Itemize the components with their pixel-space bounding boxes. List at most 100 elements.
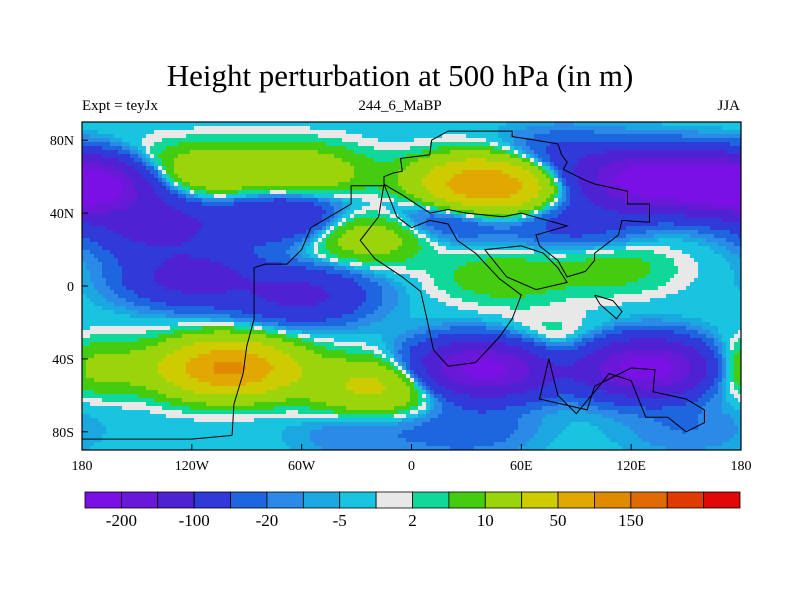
field-cell bbox=[562, 198, 567, 203]
field-cell bbox=[570, 146, 575, 151]
field-cell bbox=[206, 122, 211, 127]
field-cell bbox=[626, 198, 631, 203]
field-cell bbox=[334, 190, 339, 195]
field-cell bbox=[670, 130, 675, 135]
field-cell bbox=[690, 162, 695, 167]
field-cell bbox=[110, 166, 115, 171]
field-cell bbox=[374, 130, 379, 135]
field-cell bbox=[590, 194, 595, 199]
field-cell bbox=[674, 138, 679, 143]
field-cell bbox=[714, 162, 719, 167]
field-cell bbox=[366, 234, 371, 239]
field-cell bbox=[106, 146, 111, 151]
field-cell bbox=[254, 142, 259, 147]
field-cell bbox=[166, 122, 171, 127]
field-cell bbox=[474, 138, 479, 143]
field-cell bbox=[702, 222, 707, 227]
field-cell bbox=[646, 182, 651, 187]
field-cell bbox=[174, 202, 179, 207]
field-cell bbox=[222, 146, 227, 151]
field-cell bbox=[570, 238, 575, 243]
field-cell bbox=[98, 218, 103, 223]
field-cell bbox=[538, 214, 543, 219]
field-cell bbox=[294, 142, 299, 147]
field-cell bbox=[202, 130, 207, 135]
field-cell bbox=[142, 158, 147, 163]
field-cell bbox=[394, 210, 399, 215]
field-cell bbox=[594, 126, 599, 131]
field-cell bbox=[702, 230, 707, 235]
field-cell bbox=[278, 210, 283, 215]
field-cell bbox=[710, 142, 715, 147]
field-cell bbox=[170, 122, 175, 127]
field-cell bbox=[686, 230, 691, 235]
field-cell bbox=[278, 138, 283, 143]
field-cell bbox=[262, 190, 267, 195]
field-cell bbox=[354, 150, 359, 155]
field-cell bbox=[434, 194, 439, 199]
field-cell bbox=[214, 214, 219, 219]
field-cell bbox=[526, 234, 531, 239]
field-cell bbox=[638, 194, 643, 199]
field-cell bbox=[722, 142, 727, 147]
field-cell bbox=[182, 154, 187, 159]
field-cell bbox=[530, 138, 535, 143]
field-cell bbox=[414, 210, 419, 215]
field-cell bbox=[634, 174, 639, 179]
field-cell bbox=[94, 122, 99, 127]
field-cell bbox=[446, 182, 451, 187]
field-cell bbox=[162, 166, 167, 171]
field-cell bbox=[706, 154, 711, 159]
field-cell bbox=[114, 170, 119, 175]
field-cell bbox=[622, 170, 627, 175]
field-cell bbox=[242, 242, 247, 247]
field-cell bbox=[526, 122, 531, 127]
field-cell bbox=[246, 214, 251, 219]
field-cell bbox=[202, 242, 207, 247]
field-cell bbox=[282, 198, 287, 203]
field-cell bbox=[578, 234, 583, 239]
field-cell bbox=[90, 186, 95, 191]
field-cell bbox=[614, 238, 619, 243]
field-cell bbox=[474, 202, 479, 207]
field-cell bbox=[618, 138, 623, 143]
field-cell bbox=[158, 206, 163, 211]
field-cell bbox=[90, 150, 95, 155]
field-cell bbox=[630, 134, 635, 139]
field-cell bbox=[358, 230, 363, 235]
field-cell bbox=[722, 234, 727, 239]
field-cell bbox=[598, 174, 603, 179]
field-cell bbox=[366, 230, 371, 235]
field-cell bbox=[706, 166, 711, 171]
field-cell bbox=[414, 126, 419, 131]
field-cell bbox=[86, 158, 91, 163]
field-cell bbox=[462, 150, 467, 155]
field-cell bbox=[102, 218, 107, 223]
field-cell bbox=[386, 134, 391, 139]
field-cell bbox=[86, 198, 91, 203]
field-cell bbox=[638, 162, 643, 167]
field-cell bbox=[526, 178, 531, 183]
field-cell bbox=[366, 198, 371, 203]
field-cell bbox=[518, 154, 523, 159]
field-cell bbox=[414, 226, 419, 231]
field-cell bbox=[730, 138, 735, 143]
field-cell bbox=[670, 154, 675, 159]
field-cell bbox=[506, 182, 511, 187]
field-cell bbox=[722, 174, 727, 179]
field-cell bbox=[702, 226, 707, 231]
field-cell bbox=[434, 182, 439, 187]
field-cell bbox=[190, 142, 195, 147]
field-cell bbox=[554, 198, 559, 203]
field-cell bbox=[670, 198, 675, 203]
field-cell bbox=[738, 226, 741, 231]
field-cell bbox=[646, 150, 651, 155]
field-cell bbox=[594, 202, 599, 207]
field-cell bbox=[218, 174, 223, 179]
field-cell bbox=[418, 178, 423, 183]
field-cell bbox=[302, 130, 307, 135]
field-cell bbox=[398, 214, 403, 219]
field-cell bbox=[210, 170, 215, 175]
field-cell bbox=[510, 202, 515, 207]
field-cell bbox=[354, 126, 359, 131]
